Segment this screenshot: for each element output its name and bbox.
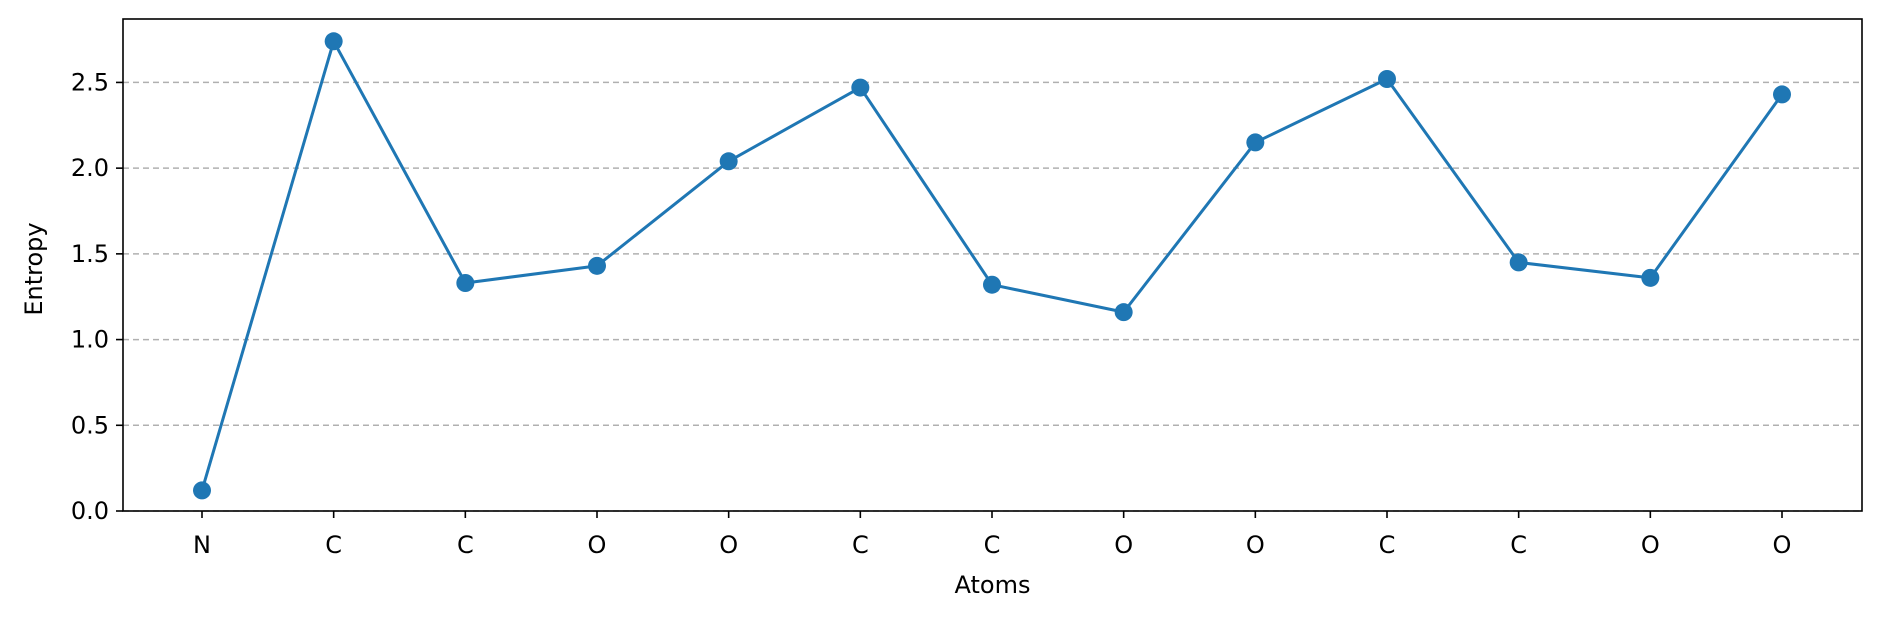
data-point — [851, 78, 870, 97]
data-point — [719, 152, 738, 171]
y-tick-label: 1.5 — [71, 240, 109, 268]
data-point — [1114, 303, 1133, 322]
y-tick-label: 0.5 — [71, 411, 109, 439]
series-line — [200, 39, 1784, 491]
data-point — [324, 32, 343, 51]
x-tick-label: C — [457, 531, 474, 559]
x-axis-label: Atoms — [955, 571, 1031, 599]
x-tick-label: C — [325, 531, 342, 559]
data-point — [1773, 85, 1791, 104]
y-axis-ticks: 0.0 0.5 1.0 1.5 2.0 2.5 — [71, 68, 123, 525]
x-tick-label: O — [1641, 531, 1660, 559]
data-point — [1378, 70, 1396, 88]
x-tick-label: O — [719, 531, 738, 559]
data-point — [983, 275, 1001, 294]
plot-area-frame — [122, 18, 1863, 512]
data-point — [456, 274, 475, 292]
data-point — [1641, 268, 1660, 287]
x-tick-label: C — [1510, 531, 1527, 559]
x-tick-label: O — [1773, 531, 1792, 559]
x-tick-label: O — [1246, 531, 1265, 559]
y-tick-label: 2.5 — [71, 68, 109, 96]
y-tick-label: 1.0 — [71, 326, 109, 354]
x-tick-label: C — [852, 531, 869, 559]
data-point — [1246, 133, 1265, 152]
data-point — [588, 256, 606, 275]
x-tick-label: N — [193, 531, 211, 559]
grid-lines — [123, 81, 1862, 512]
y-axis-label: Entropy — [20, 222, 48, 315]
y-tick-label: 0.0 — [71, 497, 109, 525]
x-tick-label: C — [984, 531, 1001, 559]
data-point — [1509, 253, 1528, 272]
x-tick-label: C — [1379, 531, 1396, 559]
x-tick-label: O — [588, 531, 607, 559]
y-tick-label: 2.0 — [71, 154, 109, 182]
data-point — [193, 481, 211, 500]
x-tick-label: O — [1114, 531, 1133, 559]
series-layer — [193, 32, 1791, 500]
